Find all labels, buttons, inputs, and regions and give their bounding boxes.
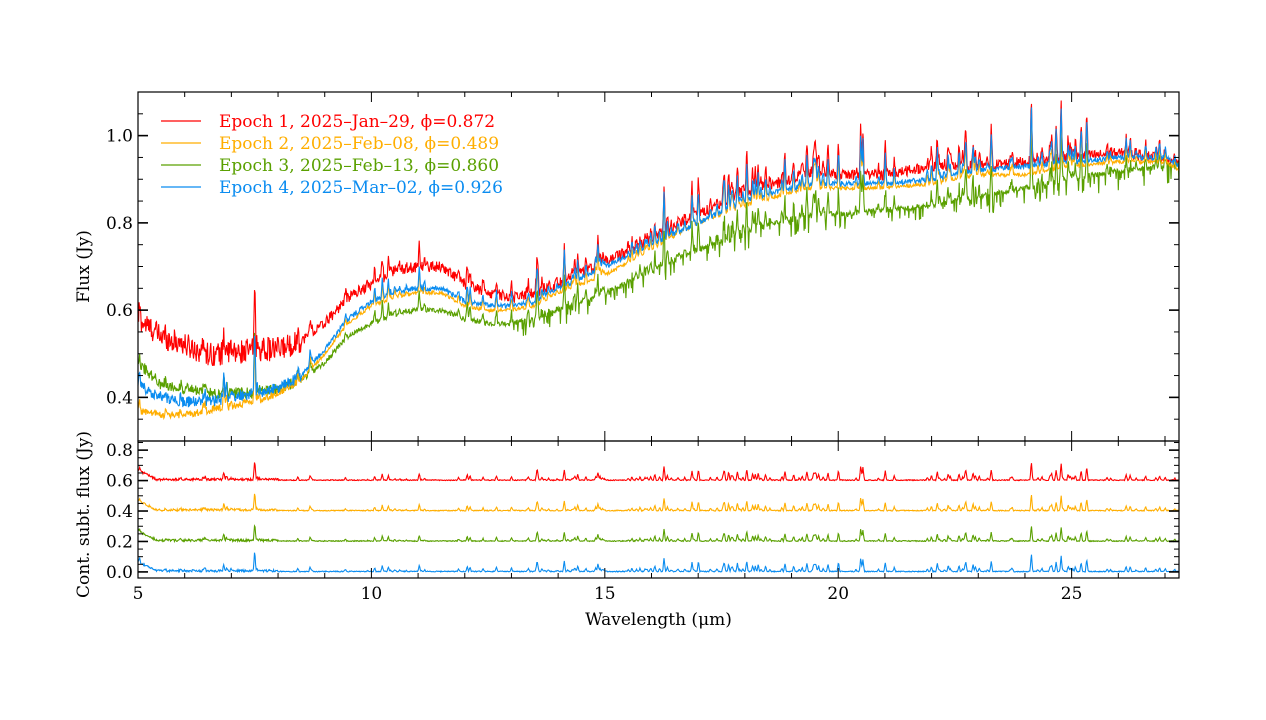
cont-subt-line-epoch-3 (137, 524, 1180, 544)
bottom-panel: 0.0 0.2 0.4 0.6 0.8 Cont. subt. flux (Jy) (74, 431, 1180, 598)
legend-label-epoch-2: Epoch 2, 2025–Feb–08, ϕ=0.489 (219, 134, 499, 154)
y-tick-label: 0.8 (106, 441, 133, 461)
x-tick-label: 10 (361, 584, 383, 604)
y-tick-label: 0.4 (106, 388, 133, 408)
x-axis-label: Wavelength (μm) (585, 610, 732, 630)
y-tick-label: 1.0 (106, 127, 133, 147)
y-tick-label: 0.0 (106, 563, 133, 583)
y-tick-label: 0.8 (106, 214, 133, 234)
bottom-y-tick-labels: 0.0 0.2 0.4 0.6 0.8 (106, 441, 133, 583)
top-y-tick-labels: 0.4 0.6 0.8 1.0 (106, 127, 133, 409)
series-line-epoch-2 (137, 116, 1180, 421)
x-tick-label: 15 (594, 584, 616, 604)
cont-subt-line-epoch-1 (137, 462, 1179, 483)
legend-label-epoch-3: Epoch 3, 2025–Feb–13, ϕ=0.860 (219, 156, 499, 176)
bottom-panel-frame (137, 440, 1180, 579)
top-panel: 0.4 0.6 0.8 1.0 Flux (Jy) Epoch 1, 2025–Jan… (74, 91, 1180, 442)
cont-subt-line-epoch-4 (137, 552, 1180, 574)
x-tick-labels: 5 10 15 20 25 (133, 584, 1083, 604)
bottom-series-group (137, 462, 1180, 574)
y-tick-label: 0.6 (106, 472, 133, 492)
series-line-epoch-4 (137, 107, 1180, 408)
series-line-epoch-3 (137, 130, 1180, 400)
y-tick-label: 0.2 (106, 532, 133, 552)
bottom-y-axis-label: Cont. subt. flux (Jy) (74, 431, 94, 598)
top-y-axis-label: Flux (Jy) (74, 230, 94, 303)
bottom-axis-ticks (137, 441, 1179, 578)
y-tick-label: 0.4 (106, 502, 133, 522)
x-tick-label: 25 (1061, 584, 1083, 604)
top-series-group (137, 100, 1180, 421)
top-axis-ticks (137, 91, 1179, 442)
y-tick-label: 0.6 (106, 301, 133, 321)
x-tick-label: 20 (827, 584, 849, 604)
cont-subt-line-epoch-2 (137, 493, 1180, 513)
x-tick-label: 5 (133, 584, 144, 604)
legend-label-epoch-4: Epoch 4, 2025–Mar–02, ϕ=0.926 (219, 178, 503, 198)
legend-label-epoch-1: Epoch 1, 2025–Jan–29, ϕ=0.872 (219, 112, 495, 132)
